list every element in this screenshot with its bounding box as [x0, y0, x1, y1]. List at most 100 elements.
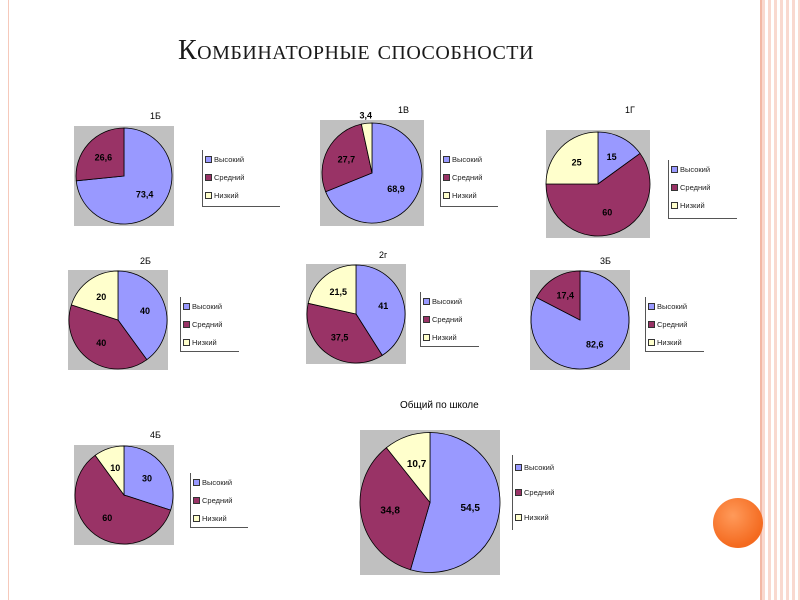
- legend-4b: Высокий Средний Низкий: [190, 473, 248, 528]
- pie-chart-4b: 30 60 10: [74, 445, 174, 545]
- legend-item-school-high: Высокий: [515, 455, 575, 480]
- chart-title-school: Общий по школе: [400, 400, 479, 411]
- data-label-3b-high: 82,6: [586, 339, 604, 349]
- legend-label-4b-high: Высокий: [202, 477, 233, 487]
- legend-item-2g-low: Низкий: [423, 328, 479, 346]
- legend-label-3b-low: Низкий: [657, 337, 682, 347]
- pie-chart-3b: 82,6 17,4: [530, 270, 630, 370]
- legend-item-1v-mid: Средний: [443, 168, 498, 186]
- legend-swatch-2b-low: [183, 338, 190, 346]
- legend-item-1b-mid: Средний: [205, 168, 280, 186]
- legend-item-4b-high: Высокий: [193, 473, 248, 491]
- legend-swatch-3b-mid: [648, 320, 655, 328]
- data-label-3b-mid: 17,4: [556, 291, 574, 301]
- pie-slice-school-mid: [359, 447, 431, 571]
- chart-title-1v: 1В: [398, 105, 410, 115]
- pie-slice-1v-high: [325, 122, 423, 224]
- legend-label-2g-high: Высокий: [432, 296, 463, 306]
- chart-title-3b: 3Б: [600, 256, 611, 266]
- pie-slice-4b-low: [94, 445, 125, 497]
- legend-item-4b-low: Низкий: [193, 509, 248, 527]
- legend-swatch-1g-mid: [671, 183, 678, 191]
- legend-label-3b-mid: Средний: [657, 319, 688, 329]
- legend-1v: Высокий Средний Низкий: [440, 150, 498, 207]
- chart-title-1g: 1Г: [625, 105, 635, 115]
- pie-slice-1v-low: [360, 122, 373, 174]
- legend-swatch-3b-low: [648, 338, 655, 346]
- pie-svg-2g: 41 37,5 21,5: [306, 264, 406, 364]
- left-border-line: [8, 0, 9, 600]
- data-label-1g-mid: 60: [602, 208, 612, 218]
- legend-label-school-low: Низкий: [524, 513, 549, 522]
- legend-item-2b-high: Высокий: [183, 297, 239, 315]
- legend-swatch-1v-mid: [443, 173, 450, 181]
- legend-item-1v-high: Высокий: [443, 150, 498, 168]
- legend-label-1g-low: Низкий: [680, 200, 705, 210]
- data-label-2g-low: 21,5: [329, 287, 347, 297]
- legend-swatch-3b-high: [648, 302, 655, 310]
- pie-slice-1g-high: [597, 131, 641, 185]
- data-label-2b-high: 40: [140, 306, 150, 316]
- legend-swatch-2g-low: [423, 333, 430, 341]
- right-border-line: [760, 0, 762, 600]
- legend-swatch-2g-high: [423, 297, 430, 305]
- pie-svg-1b: 73,4 26,6: [75, 127, 173, 225]
- legend-label-1g-mid: Средний: [680, 182, 711, 192]
- legend-1b: Высокий Средний Низкий: [202, 150, 280, 207]
- legend-swatch-4b-low: [193, 514, 200, 522]
- data-label-2g-high: 41: [378, 301, 388, 311]
- pie-slice-1b-mid: [75, 127, 125, 182]
- data-label-1v-mid: 27,7: [338, 154, 356, 164]
- legend-label-4b-mid: Средний: [202, 495, 233, 505]
- slide-title: Комбинаторные способности: [178, 35, 534, 66]
- legend-item-1g-low: Низкий: [671, 196, 737, 214]
- pie-svg-2b: 40 40 20: [68, 270, 168, 370]
- legend-label-3b-high: Высокий: [657, 301, 688, 311]
- pie-chart-2b: 40 40 20: [68, 270, 168, 370]
- pie-svg-1g: 15 60 25: [545, 131, 651, 237]
- legend-item-3b-low: Низкий: [648, 333, 704, 351]
- pie-svg-school: 54,5 34,8 10,7: [359, 432, 501, 573]
- chart-title-1b: 1Б: [150, 111, 161, 121]
- legend-swatch-school-high: [515, 464, 522, 471]
- legend-swatch-4b-mid: [193, 496, 200, 504]
- legend-swatch-1g-low: [671, 201, 678, 209]
- orange-circle-decoration: [713, 498, 763, 548]
- chart-title-2g: 2г: [379, 250, 388, 260]
- data-label-school-low: 10,7: [407, 459, 427, 470]
- pie-slice-school-high: [409, 432, 501, 573]
- pie-slice-1g-mid: [545, 152, 651, 237]
- pie-chart-2g: 41 37,5 21,5: [306, 264, 406, 364]
- data-label-4b-high: 30: [142, 473, 152, 483]
- legend-label-1v-mid: Средний: [452, 172, 483, 182]
- pie-slice-2g-mid: [306, 302, 383, 364]
- legend-swatch-school-low: [515, 514, 522, 521]
- pie-slice-2g-low: [307, 264, 357, 315]
- legend-label-1b-low: Низкий: [214, 190, 239, 200]
- pie-chart-1g: 15 60 25: [545, 130, 651, 238]
- pie-slice-3b-high: [530, 270, 630, 370]
- legend-label-1b-high: Высокий: [214, 154, 245, 164]
- legend-2b: Высокий Средний Низкий: [180, 297, 239, 352]
- pie-svg-3b: 82,6 17,4: [530, 270, 630, 370]
- legend-item-4b-mid: Средний: [193, 491, 248, 509]
- data-label-school-mid: 34,8: [380, 505, 400, 516]
- chart-title-2b: 2Б: [140, 256, 151, 266]
- legend-item-3b-mid: Средний: [648, 315, 704, 333]
- pie-chart-school: 54,5 34,8 10,7: [359, 430, 501, 575]
- pie-chart-1v: 68,9 27,7 3,4: [320, 110, 424, 226]
- legend-swatch-1v-high: [443, 155, 450, 163]
- pie-chart-1b: 73,4 26,6: [74, 126, 174, 226]
- data-label-1b-mid: 26,6: [95, 152, 113, 162]
- legend-item-2b-mid: Средний: [183, 315, 239, 333]
- legend-3b: Высокий Средний Низкий: [645, 297, 704, 352]
- pie-slice-4b-mid: [74, 454, 172, 545]
- data-label-4b-low: 10: [110, 463, 120, 473]
- pie-slice-4b-high: [123, 445, 174, 511]
- data-label-1g-high: 15: [607, 152, 617, 162]
- legend-label-1v-low: Низкий: [452, 190, 477, 200]
- right-decorative-stripes: [762, 0, 800, 600]
- legend-2g: Высокий Средний Низкий: [420, 292, 479, 347]
- chart-title-4b: 4Б: [150, 430, 161, 440]
- pie-slice-3b-mid: [535, 270, 581, 321]
